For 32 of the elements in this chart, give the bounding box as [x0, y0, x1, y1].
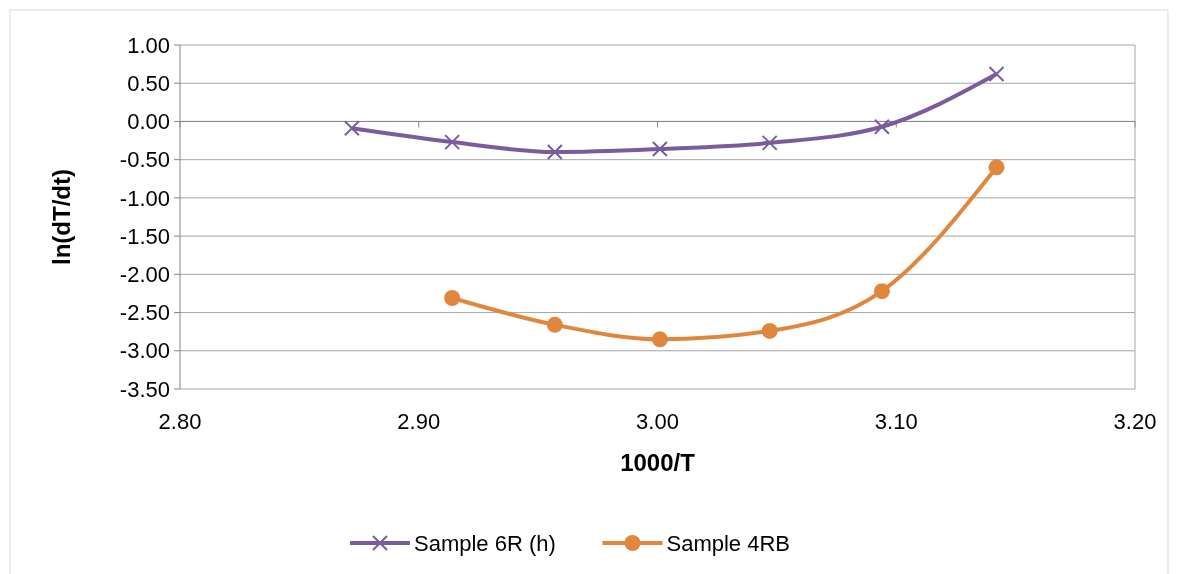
x-tick-label: 3.10: [874, 409, 918, 434]
point: [651, 331, 668, 348]
point: [761, 134, 778, 151]
y-tick-label: 0.00: [127, 109, 170, 135]
y-tick-label: 1.00: [127, 32, 170, 58]
y-tick-label: -3.50: [119, 376, 170, 402]
legend-label: Sample 4RB: [666, 530, 791, 556]
point: [343, 120, 360, 137]
y-tick-label: -2.00: [119, 262, 170, 288]
point: [444, 290, 461, 307]
point: [988, 66, 1005, 83]
point: [988, 159, 1005, 176]
y-tick-label: -3.00: [119, 338, 170, 364]
point: [546, 316, 563, 333]
point: [873, 283, 890, 300]
x-tick-label: 2.80: [158, 409, 202, 434]
x-tick-label: 2.90: [397, 409, 441, 434]
legend-label: Sample 6R (h): [414, 530, 556, 556]
point: [873, 118, 890, 135]
y-tick-label: -1.00: [119, 185, 170, 211]
point: [444, 134, 461, 151]
y-axis-title: ln(dT/dt): [48, 169, 75, 265]
y-tick-label: -1.50: [119, 223, 170, 249]
point: [546, 144, 563, 161]
point: [761, 322, 778, 339]
y-tick-label: -0.50: [119, 147, 170, 173]
y-tick-label: 0.50: [127, 70, 170, 96]
y-tick-label: -2.50: [119, 300, 170, 326]
x-axis-title: 1000/T: [620, 449, 696, 476]
x-tick-label: 3.00: [636, 409, 679, 434]
x-tick-label: 3.20: [1113, 409, 1157, 434]
point: [651, 140, 668, 157]
